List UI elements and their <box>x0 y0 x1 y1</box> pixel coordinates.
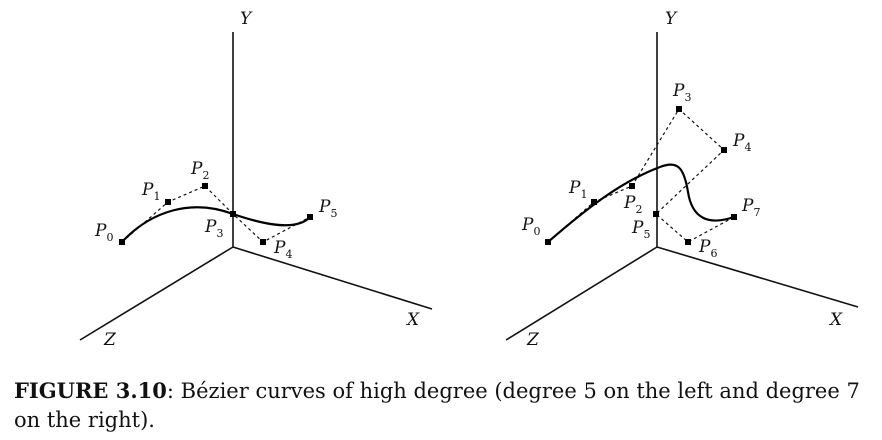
right-label-p2: P2 <box>623 193 642 216</box>
right-label-p7: P7 <box>741 196 760 219</box>
right-label-p5: P5 <box>631 218 650 241</box>
right-label-p1: P1 <box>568 178 587 201</box>
left-label-p3: P3 <box>204 217 223 240</box>
left-label-p0: P0 <box>94 221 113 244</box>
left-label-p1: P1 <box>141 180 160 203</box>
left-diagram: Y X Z P0 P1 P2 P3 P4 P5 <box>79 9 433 350</box>
right-bezier-curve <box>547 163 735 243</box>
left-x-label: X <box>405 310 420 330</box>
right-z-label: Z <box>526 330 540 350</box>
left-point-p3 <box>230 211 236 217</box>
right-point-p0 <box>545 239 551 245</box>
figure-caption: FIGURE 3.10: Bézier curves of high degre… <box>14 376 878 435</box>
caption-text: : Bézier curves of high degree (degree 5… <box>14 379 860 432</box>
right-x-axis <box>656 246 859 308</box>
left-y-label: Y <box>240 9 253 29</box>
right-point-p6 <box>685 239 691 245</box>
right-label-p6: P6 <box>698 237 717 260</box>
right-y-label: Y <box>665 9 678 29</box>
right-point-p1 <box>591 199 597 205</box>
right-point-p4 <box>721 147 727 153</box>
right-point-p3 <box>676 106 682 112</box>
right-point-p5 <box>653 211 659 217</box>
right-diagram: Y X Z P0 P1 P2 P3 P4 P5 P6 P7 <box>505 9 859 350</box>
figure-diagrams: Y X Z P0 P1 P2 P3 P4 P5 Y X Z P <box>79 9 859 350</box>
caption-label: FIGURE 3.10 <box>14 378 167 403</box>
left-x-axis <box>232 246 433 310</box>
right-z-axis <box>505 246 658 341</box>
left-point-p2 <box>202 183 208 189</box>
right-label-p3: P3 <box>672 81 691 104</box>
right-label-p4: P4 <box>732 131 751 154</box>
left-z-axis <box>79 246 234 341</box>
right-point-p2 <box>629 183 635 189</box>
left-point-p0 <box>119 239 125 245</box>
right-x-label: X <box>828 310 843 330</box>
right-point-p7 <box>731 214 737 220</box>
left-z-label: Z <box>103 330 117 350</box>
left-control-polygon <box>121 185 311 243</box>
left-label-p2: P2 <box>190 159 209 182</box>
left-label-p5: P5 <box>318 197 337 220</box>
right-label-p0: P0 <box>521 215 540 238</box>
left-point-p5 <box>307 214 313 220</box>
left-point-p4 <box>260 239 266 245</box>
left-label-p4: P4 <box>273 238 292 261</box>
left-point-p1 <box>165 199 171 205</box>
